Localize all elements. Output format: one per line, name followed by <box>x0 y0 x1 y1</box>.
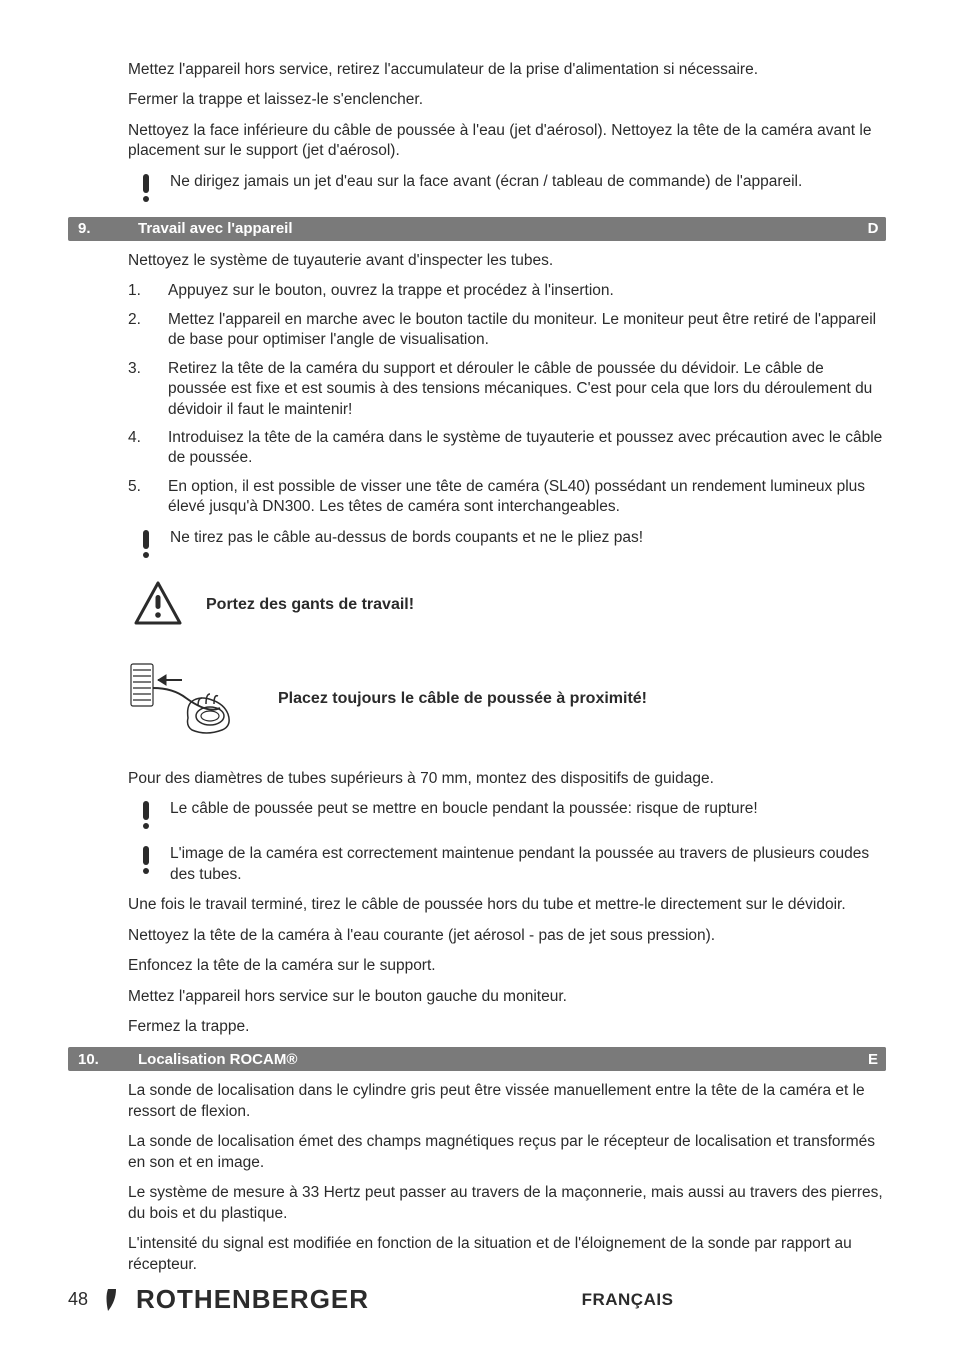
brand-text: ROTHENBERGER <box>136 1284 369 1315</box>
intro-para-1: Mettez l'appareil hors service, retirez … <box>128 60 886 80</box>
cable-hand-illustration <box>128 658 248 741</box>
section-10-letter: E <box>860 1047 886 1071</box>
exclamation-icon <box>140 846 152 879</box>
tail-para-1: Une fois le travail terminé, tirez le câ… <box>128 895 886 915</box>
step-number: 3. <box>128 359 168 420</box>
warning-gloves-text: Portez des gants de travail! <box>206 596 414 614</box>
note-loop-text: Le câble de poussée peut se mettre en bo… <box>170 799 886 819</box>
exclamation-icon <box>140 530 152 563</box>
section-10-para-2: La sonde de localisation émet des champs… <box>128 1132 886 1173</box>
warning-gloves-row: Portez des gants de travail! <box>128 581 886 630</box>
section-9-lead: Nettoyez le système de tuyauterie avant … <box>128 251 886 271</box>
warning-cable-text: Placez toujours le câble de poussée à pr… <box>278 690 647 708</box>
tail-para-5: Fermez la trappe. <box>128 1017 886 1037</box>
note-image-text: L'image de la caméra est correctement ma… <box>170 844 886 885</box>
section-9-number: 9. <box>68 217 138 241</box>
section-9-letter: D <box>860 217 886 241</box>
brand-logo: ROTHENBERGER <box>102 1284 369 1315</box>
step-text: Introduisez la tête de la caméra dans le… <box>168 428 886 469</box>
step-number: 2. <box>128 310 168 351</box>
intro-para-3: Nettoyez la face inférieure du câble de … <box>128 121 886 162</box>
language-label: FRANÇAIS <box>369 1290 886 1310</box>
warning-cable-row: Placez toujours le câble de poussée à pr… <box>128 658 886 741</box>
manual-page: Mettez l'appareil hors service, retirez … <box>0 0 954 1365</box>
section-10-header: 10. Localisation ROCAM® E <box>68 1047 886 1071</box>
section-10-para-1: La sonde de localisation dans le cylindr… <box>128 1081 886 1122</box>
section-9-header: 9. Travail avec l'appareil D <box>68 217 886 241</box>
section-10-para-3: Le système de mesure à 33 Hertz peut pas… <box>128 1183 886 1224</box>
step-text: En option, il est possible de visser une… <box>168 477 886 518</box>
tail-para-4: Mettez l'appareil hors service sur le bo… <box>128 987 886 1007</box>
page-number: 48 <box>68 1289 88 1310</box>
note-cable-edges: Ne tirez pas le câble au-dessus de bords… <box>128 528 886 563</box>
section-9-title: Travail avec l'appareil <box>138 217 860 241</box>
intro-para-2: Fermer la trappe et laissez-le s'enclenc… <box>128 90 886 110</box>
note-loop-row: Le câble de poussée peut se mettre en bo… <box>128 799 886 834</box>
tail-para-3: Enfoncez la tête de la caméra sur le sup… <box>128 956 886 976</box>
intro-note-row: Ne dirigez jamais un jet d'eau sur la fa… <box>128 172 886 207</box>
step-2: 2.Mettez l'appareil en marche avec le bo… <box>128 310 886 351</box>
step-number: 4. <box>128 428 168 469</box>
step-text: Retirez la tête de la caméra du support … <box>168 359 886 420</box>
step-1: 1.Appuyez sur le bouton, ouvrez la trapp… <box>128 281 886 301</box>
exclamation-icon <box>140 174 152 207</box>
step-text: Appuyez sur le bouton, ouvrez la trappe … <box>168 281 886 301</box>
note-image-row: L'image de la caméra est correctement ma… <box>128 844 886 885</box>
tail-para-2: Nettoyez la tête de la caméra à l'eau co… <box>128 926 886 946</box>
step-number: 1. <box>128 281 168 301</box>
warning-triangle-icon <box>134 581 182 630</box>
step-5: 5.En option, il est possible de visser u… <box>128 477 886 518</box>
step-3: 3.Retirez la tête de la caméra du suppor… <box>128 359 886 420</box>
section-10-number: 10. <box>68 1047 138 1071</box>
section-10-para-4: L'intensité du signal est modifiée en fo… <box>128 1234 886 1275</box>
note-cable-edges-text: Ne tirez pas le câble au-dessus de bords… <box>170 528 886 548</box>
step-4: 4.Introduisez la tête de la caméra dans … <box>128 428 886 469</box>
diameter-paragraph: Pour des diamètres de tubes supérieurs à… <box>128 769 886 789</box>
intro-note-text: Ne dirigez jamais un jet d'eau sur la fa… <box>170 172 886 192</box>
section-10-title: Localisation ROCAM® <box>138 1047 860 1071</box>
exclamation-icon <box>140 801 152 834</box>
step-number: 5. <box>128 477 168 518</box>
page-footer: 48 ROTHENBERGER FRANÇAIS <box>68 1284 886 1315</box>
step-text: Mettez l'appareil en marche avec le bout… <box>168 310 886 351</box>
section-9-steps: 1.Appuyez sur le bouton, ouvrez la trapp… <box>128 281 886 518</box>
content-column: Mettez l'appareil hors service, retirez … <box>128 60 886 1275</box>
